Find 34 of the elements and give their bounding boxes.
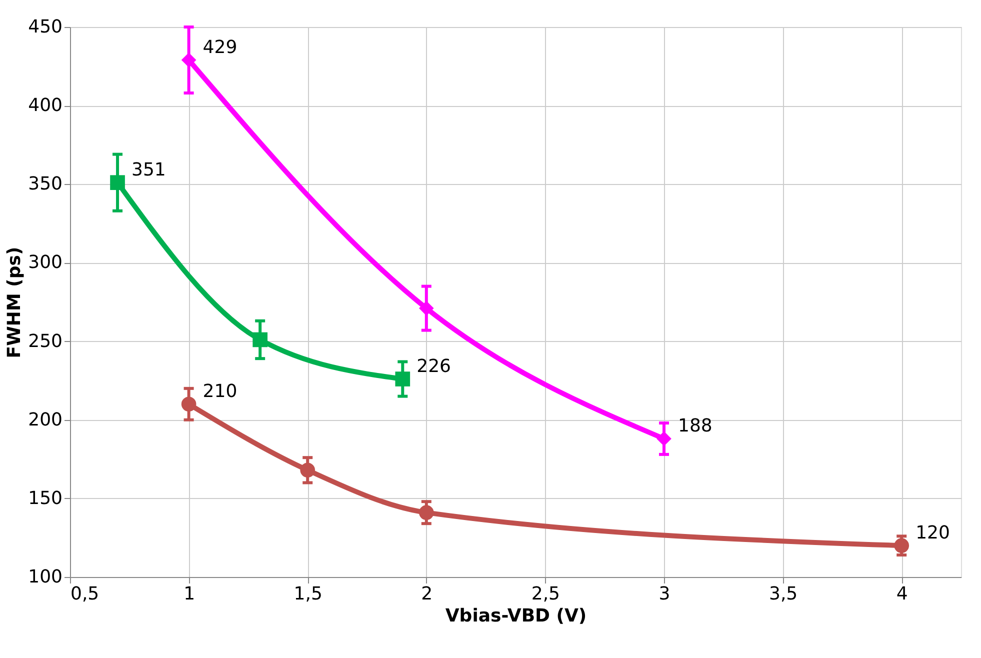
data-label: 188 bbox=[678, 416, 712, 437]
point bbox=[300, 462, 316, 478]
y-tick-label: 350 bbox=[28, 174, 62, 195]
x-tick-label: 0,5 bbox=[70, 584, 100, 604]
data-label: 226 bbox=[416, 356, 451, 377]
data-label: 210 bbox=[202, 381, 238, 402]
y-tick-label: 300 bbox=[28, 252, 62, 274]
point bbox=[894, 538, 910, 553]
x-tick-label: 1 bbox=[184, 584, 196, 604]
y-tick-label: 250 bbox=[28, 330, 62, 352]
data-label: 351 bbox=[132, 160, 166, 181]
x-tick-label: 1,5 bbox=[294, 584, 322, 604]
y-tick-label: 150 bbox=[28, 488, 62, 509]
point bbox=[110, 175, 125, 190]
point bbox=[418, 505, 434, 520]
point bbox=[395, 372, 410, 386]
point bbox=[252, 332, 268, 348]
x-tick-label: 4 bbox=[896, 584, 908, 604]
y-tick-label: 400 bbox=[28, 95, 62, 116]
point bbox=[656, 431, 672, 446]
data-label: 120 bbox=[916, 522, 950, 544]
point bbox=[181, 52, 196, 68]
point bbox=[418, 300, 434, 316]
y-axis-title: FWHM (ps) bbox=[4, 246, 26, 358]
x-axis-title: Vbias-VBD (V) bbox=[445, 606, 587, 626]
x-tick-label: 2,5 bbox=[531, 584, 560, 604]
point bbox=[181, 396, 196, 412]
y-tick-label: 200 bbox=[28, 409, 62, 430]
x-tick-label: 2 bbox=[421, 584, 433, 604]
data-label: 429 bbox=[202, 37, 238, 58]
x-tick-label: 3 bbox=[658, 584, 670, 604]
y-tick-label: 450 bbox=[28, 16, 62, 38]
x-tick-label: 3,5 bbox=[768, 584, 798, 604]
y-tick-label: 100 bbox=[28, 566, 62, 588]
